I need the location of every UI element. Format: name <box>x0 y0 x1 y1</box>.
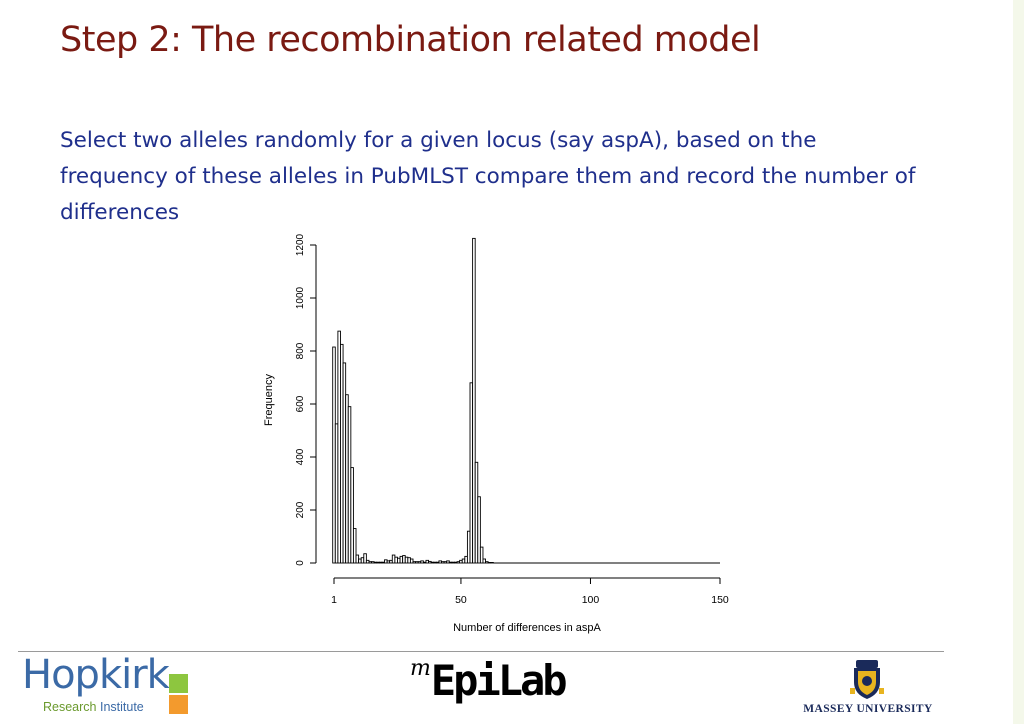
hopkirk-logo: Hopkirk Research Institute <box>22 652 192 716</box>
massey-wordmark: MASSEY UNIVERSITY <box>803 703 933 715</box>
y-tick-label: 0 <box>295 560 306 566</box>
epilab-superscript: m <box>410 656 431 681</box>
hopkirk-wordmark: Hopkirk <box>22 652 170 698</box>
histogram-bar <box>409 558 414 564</box>
x-axis-label: Number of differences in aspA <box>453 622 601 634</box>
massey-logo: MASSEY UNIVERSITY <box>792 656 944 720</box>
histogram-bar <box>490 562 494 564</box>
hopkirk-research-text: Research <box>43 700 97 714</box>
y-tick-label: 800 <box>295 342 306 359</box>
histogram-bar <box>352 528 357 564</box>
slide-title: Step 2: The recombination related model <box>60 20 761 60</box>
y-tick-label: 1000 <box>295 286 306 309</box>
x-tick-label: 150 <box>711 594 729 606</box>
histogram-bar <box>482 558 487 564</box>
y-axis: 0 200 400 600 800 1000 1200 <box>295 233 317 566</box>
footer-divider <box>18 651 944 652</box>
slide-edge-band <box>1013 0 1024 724</box>
histogram-bar <box>472 237 476 564</box>
hopkirk-subtitle: Research Institute <box>43 700 144 714</box>
y-tick-label: 600 <box>295 395 306 412</box>
y-tick-label: 1200 <box>295 233 306 256</box>
x-tick-label: 100 <box>582 594 600 606</box>
epilab-wordmark: EpiLab <box>430 656 568 705</box>
epilab-logo: mEpiLab <box>410 656 568 705</box>
histogram-bar <box>479 546 484 564</box>
hopkirk-orange-square-icon <box>169 695 188 714</box>
histogram-bar <box>350 467 354 564</box>
histogram-bars <box>332 237 720 564</box>
slide-body-text: Select two alleles randomly for a given … <box>60 128 916 225</box>
hopkirk-green-square-icon <box>169 674 188 693</box>
y-tick-label: 200 <box>295 501 306 518</box>
y-tick-label: 400 <box>295 448 306 465</box>
hopkirk-institute-text: Institute <box>99 700 144 714</box>
x-axis: 1 50 100 150 <box>331 577 729 606</box>
x-tick-label: 50 <box>455 594 467 606</box>
y-axis-label: Frequency <box>263 374 275 426</box>
x-tick-label: 1 <box>331 594 337 606</box>
histogram-bar <box>477 496 481 564</box>
histogram-bar <box>363 553 367 564</box>
massey-crest-icon <box>850 660 884 699</box>
